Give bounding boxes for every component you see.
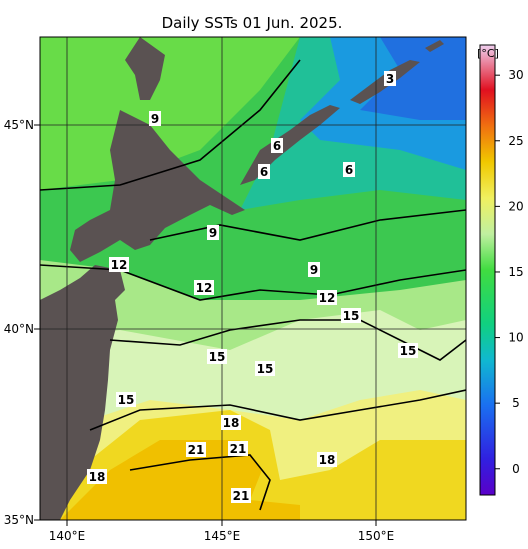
contour-label: 18: [223, 416, 240, 430]
colorbar-tick-label: 25: [508, 134, 523, 148]
contour-label: 18: [89, 470, 106, 484]
contour-label-bg: [109, 257, 129, 272]
colorbar-tick-label: 5: [512, 396, 520, 410]
lon-label: 145°E: [204, 529, 241, 543]
contour-label-bg: [308, 262, 320, 277]
colorbar-tick-label: 15: [508, 265, 523, 279]
contour-label: 9: [151, 112, 159, 126]
contour-label-bg: [341, 308, 361, 323]
contour-label-bg: [194, 280, 214, 295]
contour-label-bg: [87, 469, 107, 484]
colorbar-ticks: [°C] 0 5 10 15 20 25 30: [477, 47, 524, 476]
contour-label-bg: [317, 452, 337, 467]
contour-label: 18: [319, 453, 336, 467]
contour-label-bg: [317, 290, 337, 305]
contour-label: 12: [319, 291, 336, 305]
lat-label: 45°N: [4, 118, 34, 132]
lon-label: 140°E: [49, 529, 86, 543]
contour-label-bg: [255, 361, 275, 376]
title: Daily SSTs 01 Jun. 2025.: [162, 14, 343, 32]
axes: 140°E 145°E 150°E 35°N 40°N 45°N: [4, 118, 395, 543]
contour-label-bg: [398, 343, 418, 358]
contour-label: 9: [310, 263, 318, 277]
contour-label: 21: [188, 443, 205, 457]
contour-label-bg: [228, 441, 248, 456]
colorbar-tick-label: 30: [508, 68, 523, 82]
colorbar: [479, 44, 496, 496]
colorbar-tick-label: 0: [512, 462, 520, 476]
contour-label-bg: [231, 488, 251, 503]
contour-label: 6: [273, 139, 281, 153]
colorbar-unit: [°C]: [477, 47, 499, 60]
contour-label: 6: [345, 163, 353, 177]
contour-label-bg: [384, 71, 396, 86]
contour-label: 15: [257, 362, 274, 376]
contour-label-bg: [343, 162, 355, 177]
contour-label: 9: [209, 226, 217, 240]
contour-label: 15: [400, 344, 417, 358]
colorbar-tick-label: 10: [508, 331, 523, 345]
contour-label: 12: [196, 281, 213, 295]
contour-label: 21: [230, 442, 247, 456]
contour-label-bg: [271, 138, 283, 153]
contour-label-bg: [116, 392, 136, 407]
lat-label: 40°N: [4, 322, 34, 336]
contour-label-bg: [207, 349, 227, 364]
contour-label: 21: [233, 489, 250, 503]
contour-label-bg: [221, 415, 241, 430]
colorbar-tick-label: 20: [508, 199, 523, 213]
map-frame: [39, 36, 467, 521]
contour-label: 6: [260, 165, 268, 179]
isotherms: [40, 59, 466, 511]
contour-label: 12: [111, 258, 128, 272]
contour-label-bg: [207, 225, 219, 240]
contour-label: 15: [209, 350, 226, 364]
lon-label: 150°E: [358, 529, 395, 543]
contour-label-bg: [149, 111, 161, 126]
graticule: [40, 37, 466, 520]
sea-colder: [360, 37, 466, 120]
contour-label-bg: [186, 442, 206, 457]
contour-label: 15: [118, 393, 135, 407]
contour-label: 15: [343, 309, 360, 323]
lat-label: 35°N: [4, 513, 34, 527]
sea-warm-north: [40, 37, 300, 190]
contour-label-bg: [258, 164, 270, 179]
contour-label: 3: [386, 72, 394, 86]
